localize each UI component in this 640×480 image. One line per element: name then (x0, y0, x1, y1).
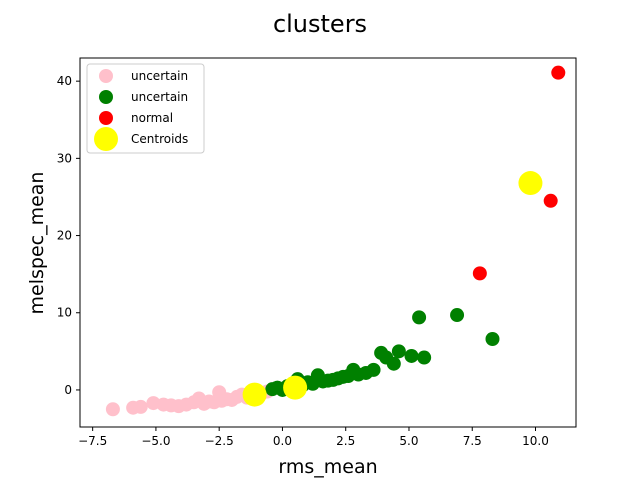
legend-label: Centroids (131, 132, 188, 146)
chart-title: clusters (273, 10, 367, 38)
legend: uncertain uncertain normal Centroids (86, 63, 205, 154)
point-s3-0 (242, 382, 267, 407)
y-tick-label: 10 (57, 306, 72, 320)
x-tick-label: −5.0 (141, 434, 170, 448)
x-axis-label: rms_mean (278, 456, 377, 478)
y-tick-label: 20 (57, 229, 72, 243)
x-tick-label: 10.0 (522, 434, 549, 448)
point-s0-0 (105, 402, 120, 417)
x-tick-label: 5.0 (399, 434, 418, 448)
legend-box (86, 63, 205, 154)
plot-area-frame (79, 57, 577, 428)
point-s1-27 (450, 308, 465, 323)
legend-label: normal (131, 111, 173, 125)
point-s3-1 (283, 375, 308, 400)
point-s1-22 (386, 356, 401, 371)
legend-label: uncertain (131, 90, 188, 104)
x-tick-label: −2.5 (205, 434, 234, 448)
y-tick-label: 30 (57, 151, 72, 165)
y-axis-ticks: 0 10 20 30 40 (57, 74, 80, 397)
point-s1-26 (417, 350, 432, 365)
point-s2-1 (543, 193, 558, 208)
point-s3-2 (518, 171, 543, 196)
x-axis-ticks: −7.5 −5.0 −2.5 0.0 2.5 5.0 7.5 10.0 (78, 427, 549, 448)
x-tick-label: 7.5 (463, 434, 482, 448)
point-s1-23 (391, 344, 406, 359)
point-s1-24 (404, 348, 419, 363)
legend-marker (99, 69, 113, 83)
point-s1-25 (412, 310, 427, 325)
legend-marker (99, 111, 113, 125)
point-s2-0 (472, 266, 487, 281)
y-tick-label: 0 (64, 383, 72, 397)
data-points (105, 65, 566, 417)
x-tick-label: −7.5 (78, 434, 107, 448)
point-s1-19 (366, 362, 381, 377)
legend-marker (99, 90, 113, 104)
x-tick-label: 2.5 (336, 434, 355, 448)
point-s1-28 (485, 332, 500, 346)
point-s2-2 (551, 65, 566, 80)
x-tick-label: 0.0 (273, 434, 292, 448)
legend-label: uncertain (131, 69, 188, 83)
legend-marker (94, 127, 118, 151)
y-axis-label: melspec_mean (26, 172, 48, 315)
point-s0-2 (133, 399, 148, 414)
y-tick-label: 40 (57, 74, 72, 88)
